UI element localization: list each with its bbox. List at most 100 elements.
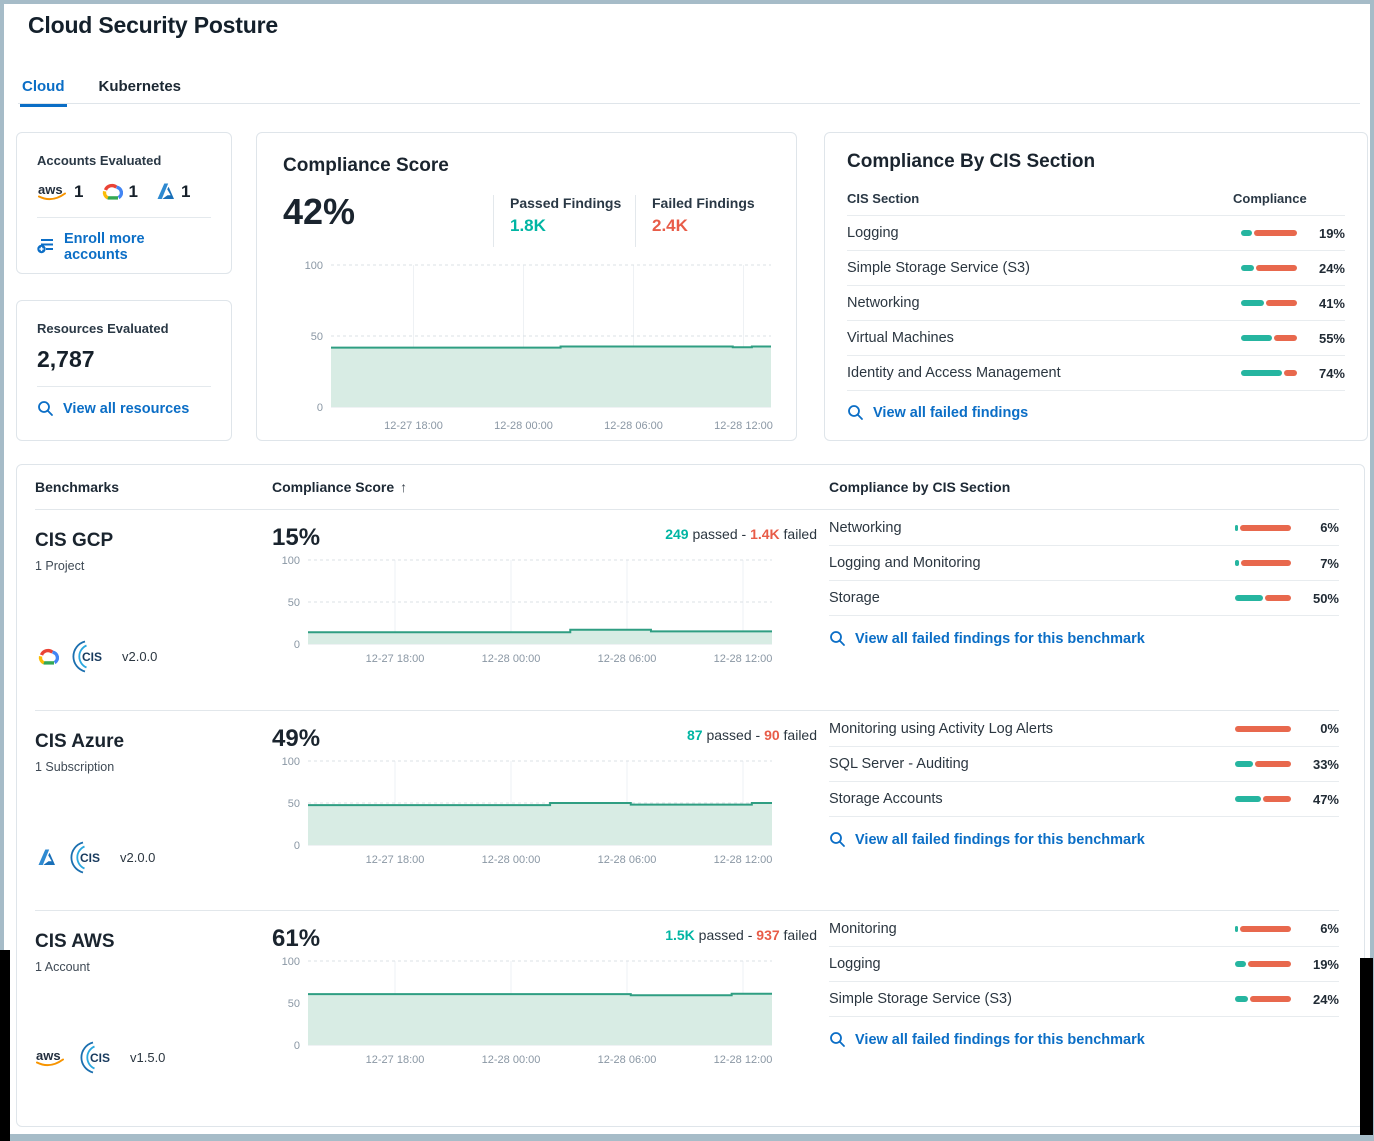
svg-text:CIS: CIS [82,650,102,664]
cis-section-row[interactable]: Logging and Monitoring 7% [829,545,1339,580]
cis-section-card-title: Compliance By CIS Section [847,151,1096,172]
compliance-bar-fail-segment [1235,725,1291,732]
cis-section-name: Logging [829,956,881,972]
compliance-bar-pass-segment [1235,796,1261,802]
benchmark-row-cis-aws[interactable]: CIS AWS 1 Account aws CIS v1.5.0 61% 1.5K pass… [35,910,1339,1110]
enroll-more-accounts-link[interactable]: Enroll more accounts [37,231,211,263]
view-all-resources-link[interactable]: View all resources [37,400,211,417]
cis-section-compliance-value: 7% [1320,555,1339,571]
cis-section-name: Logging and Monitoring [829,555,981,571]
cis-badge-icon: CIS [70,841,100,874]
compliance-bar-pass-segment [1235,560,1239,566]
failed-findings-value: 2.4K [652,216,688,235]
gcp-icon [38,648,59,665]
cis-section-row[interactable]: Storage Accounts 47% [829,781,1339,816]
svg-text:12-28 06:00: 12-28 06:00 [598,854,657,866]
search-icon [829,831,846,848]
cis-section-name: Monitoring using Activity Log Alerts [829,720,1054,737]
view-benchmark-findings-label: View all failed findings for this benchm… [855,1031,1145,1048]
cis-section-row[interactable]: Simple Storage Service (S3) 24% [829,981,1339,1016]
cis-section-row[interactable]: Networking 6% [829,510,1339,545]
cis-section-row[interactable]: Simple Storage Service (S3) 24% [847,250,1345,285]
svg-text:12-28 00:00: 12-28 00:00 [482,653,541,665]
view-benchmark-findings-link[interactable]: View all failed findings for this benchm… [829,630,1339,647]
cis-section-compliance-value: 74% [1318,365,1345,381]
benchmark-info: CIS Azure 1 Subscription CIS v2.0.0 [35,711,272,910]
cis-section-row[interactable]: Virtual Machines 55% [847,320,1345,355]
benchmark-footer: View all failed findings for this benchm… [829,816,1339,848]
cis-section-row[interactable]: Logging 19% [829,946,1339,981]
cis-section-compliance-value: 19% [1318,225,1345,241]
svg-text:12-27 18:00: 12-27 18:00 [366,653,425,665]
benchmark-version: v2.0.0 [122,649,158,664]
svg-text:50: 50 [288,597,300,609]
compliance-bar [1235,725,1291,732]
compliance-bar-pass-segment [1241,265,1254,271]
compliance-bar-pass-segment [1241,335,1272,341]
cis-section-name: Networking [847,295,920,311]
compliance-bar [1235,761,1291,767]
svg-text:12-28 00:00: 12-28 00:00 [482,1054,541,1066]
benchmark-score-chart: 0 50 100 12-27 18:00 12-28 00:00 12-28 06:00 1… [272,554,829,675]
compliance-bar [1235,560,1291,566]
divider [37,386,211,387]
cis-section-row[interactable]: Storage 50% [829,580,1339,615]
search-icon [847,404,864,421]
enroll-more-accounts-label: Enroll more accounts [64,231,145,263]
passed-findings-value: 1.8K [510,216,546,235]
search-icon [829,630,846,647]
compliance-bar-fail-segment [1256,265,1297,271]
benchmark-row-cis-gcp[interactable]: CIS GCP 1 Project CIS v2.0.0 15% 249 passed -… [35,510,1339,710]
benchmark-name: CIS Azure [35,731,125,752]
cis-section-rows: Logging 19% Simple Storage Service (S3) 24%… [847,215,1345,390]
view-all-failed-findings-link[interactable]: View all failed findings [847,404,1345,421]
svg-text:12-27 18:00: 12-27 18:00 [366,854,425,866]
cis-section-name: Simple Storage Service (S3) [847,260,1030,276]
aws-icon: aws [36,1048,64,1067]
tab-kubernetes[interactable]: Kubernetes [98,78,182,95]
svg-text:12-28 06:00: 12-28 06:00 [598,1054,657,1066]
cis-sections-column-header: Compliance by CIS Section [829,479,1011,495]
provider-counts: aws 1 1 1 [37,181,211,202]
benchmark-scope: 1 Subscription [35,760,115,774]
sort-ascending-icon: ↑ [400,479,408,495]
cis-section-row[interactable]: Logging 19% [847,215,1345,250]
view-all-failed-findings-label: View all failed findings [873,404,1029,421]
compliance-bar-fail-segment [1240,925,1291,932]
cis-section-compliance-value: 33% [1312,756,1339,772]
azure-icon [157,183,174,199]
cis-section-compliance-value: 47% [1312,791,1339,807]
resources-evaluated-title: Resources Evaluated [37,321,169,336]
cis-section-name: Storage Accounts [829,791,943,807]
view-benchmark-findings-link[interactable]: View all failed findings for this benchm… [829,1031,1339,1048]
cis-section-compliance-value: 19% [1312,956,1339,972]
view-benchmark-findings-link[interactable]: View all failed findings for this benchm… [829,831,1339,848]
cis-section-row[interactable]: Identity and Access Management 74% [847,355,1345,390]
cis-section-compliance-value: 6% [1320,921,1339,936]
overall-score-value: 42% [283,191,356,232]
compliance-bar [1241,230,1297,236]
compliance-bar [1235,996,1291,1002]
failed-findings-stat: Failed Findings 2.4K [635,195,775,247]
benchmark-name: CIS GCP [35,530,114,551]
svg-text:50: 50 [288,798,300,810]
benchmark-row-cis-azure[interactable]: CIS Azure 1 Subscription CIS v2.0.0 49% 87 pa… [35,710,1339,910]
cis-section-row[interactable]: Monitoring using Activity Log Alerts 0% [829,711,1339,746]
tab-cloud[interactable]: Cloud [20,74,67,107]
svg-text:CIS: CIS [90,1051,110,1065]
compliance-score-header-label: Compliance Score [272,479,395,495]
svg-text:12-27 18:00: 12-27 18:00 [366,1054,425,1066]
benchmark-score-cell: 15% 249 passed - 1.4K failed 0 50 100 12-27 1… [272,510,829,710]
cis-section-row[interactable]: Monitoring 6% [829,911,1339,946]
cis-section-row[interactable]: Networking 41% [847,285,1345,320]
benchmark-passed-count: 1.5K [665,927,695,943]
svg-text:100: 100 [282,555,300,567]
compliance-bar-fail-segment [1248,961,1291,967]
compliance-by-cis-section-card: Compliance By CIS Section CIS Section Co… [824,132,1368,441]
cis-section-row[interactable]: SQL Server - Auditing 33% [829,746,1339,781]
compliance-score-column-header[interactable]: Compliance Score ↑ [272,479,829,495]
compliance-bar [1235,595,1291,601]
benchmark-pass-fail-summary: 249 passed - 1.4K failed [665,526,817,542]
svg-text:CIS: CIS [80,851,100,865]
